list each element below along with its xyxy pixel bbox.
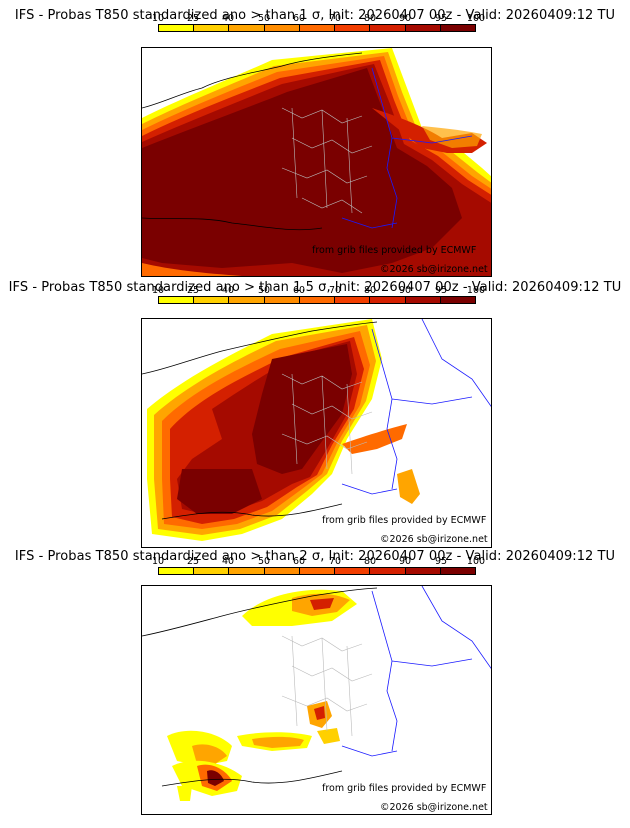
colorbar-swatch [440,568,475,574]
colorbar-tick: 25 [186,556,200,567]
probability-field [142,586,491,814]
colorbar-swatch [194,297,230,303]
colorbar-tick: 10 [151,285,165,296]
colorbar-labels: 10 25 40 50 60 70 80 90 95 100 [152,556,485,567]
colorbar-tick: 40 [221,13,235,24]
probability-map: from grib files provided by ECMWF ©2026 … [141,47,492,277]
colorbar-swatch [440,297,475,303]
copyright: ©2026 sb@irizone.net [380,264,488,275]
colorbar-tick: 100 [466,556,486,567]
colorbar-swatch [194,568,230,574]
colorbar-tick: 60 [292,13,306,24]
colorbar-swatch [335,297,371,303]
panel-title: IFS - Probas T850 standardized ano > tha… [8,280,622,295]
colorbar [158,296,476,304]
copyright: ©2026 sb@irizone.net [380,802,488,813]
colorbar-swatch [159,568,195,574]
colorbar-tick: 90 [398,13,412,24]
colorbar-swatch [405,25,441,31]
colorbar-tick: 50 [257,13,271,24]
colorbar-swatch [405,297,441,303]
copyright: ©2026 sb@irizone.net [380,534,488,545]
colorbar-tick: 50 [257,556,271,567]
colorbar-tick: 100 [466,285,486,296]
colorbar [158,24,476,32]
ecmwf-credit: from grib files provided by ECMWF [312,245,477,256]
colorbar-swatch [229,568,265,574]
colorbar-swatch [335,568,371,574]
probability-map: from grib files provided by ECMWF ©2026 … [141,585,492,815]
colorbar-tick: 95 [434,285,448,296]
colorbar-tick: 90 [398,285,412,296]
colorbar-swatch [335,25,371,31]
panel-title: IFS - Probas T850 standardized ano > tha… [14,549,616,564]
colorbar-tick: 80 [363,556,377,567]
map-panel-1-5sigma: IFS - Probas T850 standardized ano > tha… [0,272,630,548]
probability-field [142,48,491,276]
colorbar-tick: 95 [434,13,448,24]
colorbar-swatch [299,297,336,303]
map-panel-2sigma: IFS - Probas T850 standardized ano > tha… [0,543,630,819]
colorbar-tick: 40 [221,556,235,567]
colorbar-tick: 100 [466,13,486,24]
probability-map: from grib files provided by ECMWF ©2026 … [141,318,492,548]
colorbar-tick: 90 [398,556,412,567]
colorbar-swatch [370,568,406,574]
colorbar-tick: 10 [151,556,165,567]
colorbar-swatch [264,297,300,303]
colorbar-tick: 60 [292,285,306,296]
colorbar-tick: 50 [257,285,271,296]
panel-title: IFS - Probas T850 standardized ano > tha… [14,8,616,23]
colorbar-swatch [229,297,265,303]
colorbar-tick: 70 [328,285,342,296]
colorbar [158,567,476,575]
colorbar-swatch [370,297,406,303]
colorbar-labels: 10 25 40 50 60 70 80 90 95 100 [152,13,485,24]
colorbar-swatch [264,25,300,31]
colorbar-tick: 80 [363,285,377,296]
colorbar-tick: 60 [292,556,306,567]
colorbar-tick: 95 [434,556,448,567]
colorbar-tick: 70 [328,13,342,24]
map-panel-1sigma: IFS - Probas T850 standardized ano > tha… [0,0,630,277]
probability-field [142,319,491,547]
colorbar-tick: 25 [186,13,200,24]
colorbar-swatch [299,568,336,574]
colorbar-swatch [405,568,441,574]
colorbar-tick: 25 [186,285,200,296]
colorbar-swatch [159,297,195,303]
colorbar-swatch [159,25,195,31]
colorbar-labels: 10 25 40 50 60 70 80 90 95 100 [152,285,485,296]
ecmwf-credit: from grib files provided by ECMWF [322,783,487,794]
colorbar-swatch [370,25,406,31]
colorbar-swatch [299,25,336,31]
colorbar-tick: 40 [221,285,235,296]
colorbar-swatch [229,25,265,31]
colorbar-swatch [194,25,230,31]
colorbar-tick: 70 [328,556,342,567]
ecmwf-credit: from grib files provided by ECMWF [322,515,487,526]
colorbar-swatch [264,568,300,574]
colorbar-tick: 80 [363,13,377,24]
colorbar-swatch [440,25,475,31]
colorbar-tick: 10 [151,13,165,24]
